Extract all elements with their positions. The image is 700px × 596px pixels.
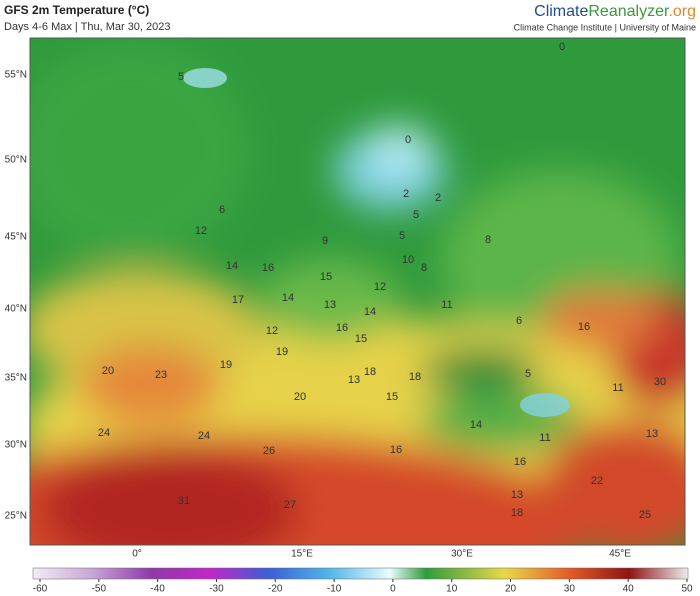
temp-label: 13 (511, 489, 523, 501)
temp-label: 15 (355, 333, 367, 345)
temp-label: 18 (409, 371, 421, 383)
temp-label: 8 (485, 234, 491, 246)
temp-label: 12 (266, 325, 278, 337)
temp-label: 2 (403, 188, 409, 200)
lat-label: 45°N (5, 232, 27, 243)
temp-label: 5 (399, 230, 405, 242)
temp-label: 23 (155, 369, 167, 381)
brand-part: Reanalyzer (588, 3, 670, 20)
temp-label: 14 (470, 419, 482, 431)
temp-label: 0 (405, 134, 411, 146)
temp-label: 31 (178, 495, 190, 507)
colorbar-label: -60 (33, 584, 48, 595)
temp-label: 5 (413, 209, 419, 221)
temp-label: 11 (441, 299, 452, 311)
temp-label: 18 (511, 507, 523, 519)
temp-label: 6 (219, 204, 225, 216)
colorbar-label: 20 (505, 584, 517, 595)
lon-label: 45°E (609, 549, 631, 560)
lat-label: 40°N (5, 304, 27, 315)
brand-part: .org (668, 3, 696, 20)
colorbar-label: 50 (681, 584, 693, 595)
lat-label: 35°N (5, 373, 27, 384)
lon-label: 0° (132, 549, 142, 560)
temp-label: 2 (435, 192, 441, 204)
colorbar-label: 40 (623, 584, 635, 595)
temp-label: 19 (220, 359, 232, 371)
temp-label: 14 (364, 306, 376, 318)
temp-label: 20 (102, 365, 114, 377)
temp-label: 9 (322, 235, 328, 247)
temp-label: 25 (639, 509, 651, 521)
temp-label: 16 (390, 444, 402, 456)
temp-label: 18 (364, 366, 376, 378)
temp-label: 11 (539, 432, 550, 444)
temp-label: 5 (178, 71, 184, 83)
temp-label: 24 (198, 430, 210, 442)
lon-label: 30°E (451, 549, 473, 560)
temp-label: 16 (514, 456, 526, 468)
temp-label: 26 (263, 445, 275, 457)
colorbar-label: 10 (446, 584, 458, 595)
temp-label: 19 (276, 346, 288, 358)
colorbar-label: -30 (209, 584, 224, 595)
temp-label: 5 (525, 368, 531, 380)
lat-label: 30°N (5, 440, 27, 451)
temp-label: 14 (282, 292, 294, 304)
colorbar-label: -10 (327, 584, 342, 595)
colorbar-label: -50 (92, 584, 107, 595)
subtitle: Days 4-6 Max | Thu, Mar 30, 2023 (4, 21, 171, 33)
temp-label: 8 (421, 262, 427, 274)
colorbar-label: -20 (268, 584, 283, 595)
temp-label: 13 (348, 374, 360, 386)
temp-label: 6 (516, 315, 522, 327)
lon-label: 15°E (291, 549, 313, 560)
brand-part: Climate (534, 3, 588, 20)
temp-label: 13 (646, 428, 658, 440)
temp-label: 24 (98, 427, 110, 439)
map-frame (29, 37, 686, 546)
lat-label: 55°N (5, 70, 27, 81)
caucasus-cold (520, 393, 570, 417)
temp-label: 14 (226, 260, 238, 272)
temp-label: 12 (195, 225, 207, 237)
colorbar-label: -40 (150, 584, 165, 595)
temp-label: 27 (284, 499, 296, 511)
temp-label: 15 (320, 271, 332, 283)
temp-label: 13 (324, 299, 336, 311)
colorbar-label: 0 (390, 584, 396, 595)
lat-label: 50°N (5, 155, 27, 166)
temp-label: 16 (578, 321, 590, 333)
temp-label: 11 (612, 382, 623, 394)
temp-label: 16 (336, 322, 348, 334)
brand: ClimateReanalyzer.org (534, 3, 696, 20)
lat-label: 25°N (5, 511, 27, 522)
temp-label: 30 (654, 376, 666, 388)
temp-label: 16 (262, 262, 274, 274)
colorbar (32, 567, 689, 580)
temp-label: 22 (591, 475, 603, 487)
iceland-cold (183, 68, 227, 88)
colorbar-label: 30 (564, 584, 576, 595)
temp-label: 10 (402, 254, 414, 266)
temp-label: 12 (374, 281, 386, 293)
temp-label: 17 (232, 294, 244, 306)
institute: Climate Change Institute | University of… (514, 22, 696, 32)
title: GFS 2m Temperature (°C) (4, 3, 149, 17)
temp-label: 0 (559, 41, 565, 53)
temp-label: 20 (294, 391, 306, 403)
temp-label: 15 (386, 391, 398, 403)
